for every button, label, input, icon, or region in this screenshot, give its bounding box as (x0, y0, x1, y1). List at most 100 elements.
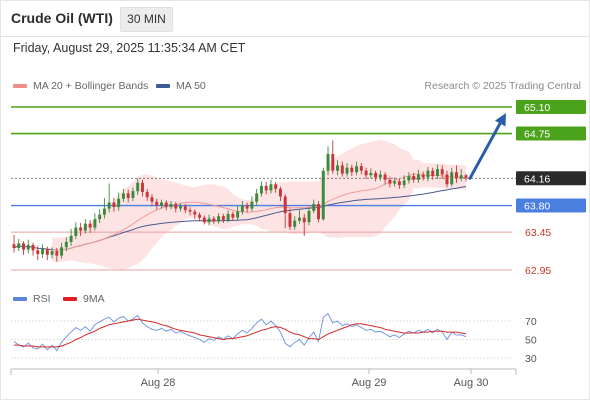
legend-9ma-label: 9MA (83, 293, 105, 305)
candle-body (183, 206, 187, 211)
rsi-line (13, 312, 467, 352)
candle-body (145, 191, 149, 198)
candle-body (307, 210, 311, 223)
level-tag-3 (516, 198, 586, 213)
candle-body (12, 244, 16, 249)
projection-arrow (468, 116, 505, 180)
candle-body (36, 250, 40, 255)
candle-body (60, 247, 64, 256)
candle-body (169, 204, 173, 208)
candle-body (302, 217, 306, 223)
candle-body (198, 214, 202, 218)
rsi-level-label-0: 70 (525, 316, 537, 328)
candle-body (421, 174, 425, 178)
ma20-line (52, 173, 467, 251)
candle-body (112, 202, 116, 208)
candle-body (326, 154, 330, 171)
level-tag-0 (516, 100, 586, 114)
candle-body (336, 165, 340, 171)
candle-body (388, 179, 392, 184)
candle-body (88, 223, 92, 228)
candle-body (83, 223, 87, 231)
level-tag-1 (516, 126, 586, 141)
candle-body (283, 196, 287, 214)
candle-body (350, 167, 354, 173)
rsi-level-label-1: 50 (525, 335, 537, 347)
candle-body (179, 206, 183, 209)
ma9-swatch (63, 297, 77, 301)
level-label-0: 65.10 (524, 102, 550, 114)
candle-body (250, 201, 254, 209)
candle-body (407, 175, 411, 181)
bollinger-band (52, 139, 466, 270)
candle-body (69, 235, 73, 242)
level-label-4: 63.45 (525, 227, 551, 239)
x-tick-label-0: Aug 28 (141, 377, 176, 389)
candle-body (64, 241, 68, 248)
candle-body (274, 184, 278, 189)
legend-9ma: 9MA (63, 293, 105, 305)
candle-body (160, 202, 163, 206)
legend-ma20-label: MA 20 + Bollinger Bands (33, 80, 149, 92)
candle-body (278, 188, 282, 197)
candle-body (459, 175, 463, 179)
candle-body (136, 182, 140, 192)
candle-body (317, 204, 320, 220)
legend-ma50: MA 50 (156, 80, 206, 92)
candle-body (359, 166, 363, 171)
timeframe-badge[interactable]: 30 MIN (120, 7, 173, 32)
legend-rsi-label: RSI (33, 293, 51, 305)
candle-body (255, 193, 259, 202)
rsi-swatch (13, 297, 27, 301)
projection-arrow-head (494, 113, 506, 127)
candle-body (464, 175, 468, 179)
candle-body (226, 213, 230, 220)
candle-body (45, 248, 49, 255)
candle-body (107, 202, 111, 209)
candle-body (102, 208, 106, 215)
candle-body (245, 205, 249, 209)
candle-body (364, 170, 368, 176)
candle-body (426, 170, 430, 178)
candle-body (17, 243, 21, 249)
candle-body (435, 169, 439, 176)
level-label-2: 64.16 (524, 173, 550, 185)
candle-body (231, 213, 235, 218)
candle-body (412, 175, 416, 180)
candle-body (212, 218, 216, 222)
candle-body (174, 204, 178, 209)
instrument-title: Crude Oil (WTI) (11, 10, 113, 26)
rsi-level-label-2: 30 (525, 353, 537, 365)
candle-body (259, 185, 263, 194)
candle-body (378, 174, 382, 178)
candle-body (117, 198, 121, 208)
candle-body (126, 193, 130, 198)
candle-body (383, 174, 387, 180)
candle-body (340, 165, 344, 174)
candle-body (50, 251, 54, 255)
candle-body (445, 174, 449, 185)
candle-body (22, 243, 25, 250)
candle-body (374, 172, 378, 178)
candle-body (207, 218, 211, 223)
candle-body (288, 213, 292, 227)
candle-body (79, 227, 83, 231)
chart-header: Crude Oil (WTI) 30 MIN (0, 0, 590, 37)
candle-body (121, 193, 125, 199)
legend-ma50-label: MA 50 (176, 80, 206, 92)
candle-body (131, 191, 135, 198)
candle-body (164, 202, 168, 208)
candle-body (397, 181, 401, 186)
candle-body (188, 210, 192, 212)
candle-body (193, 211, 197, 215)
candle-body (240, 205, 244, 212)
candle-body (217, 216, 221, 222)
candle-body (202, 217, 206, 223)
candle-body (355, 166, 359, 173)
research-credit: Research © 2025 Trading Central (424, 80, 581, 92)
candle-body (293, 220, 297, 227)
candle-body (331, 154, 335, 171)
candle-body (236, 211, 240, 218)
candle-body (321, 170, 325, 220)
